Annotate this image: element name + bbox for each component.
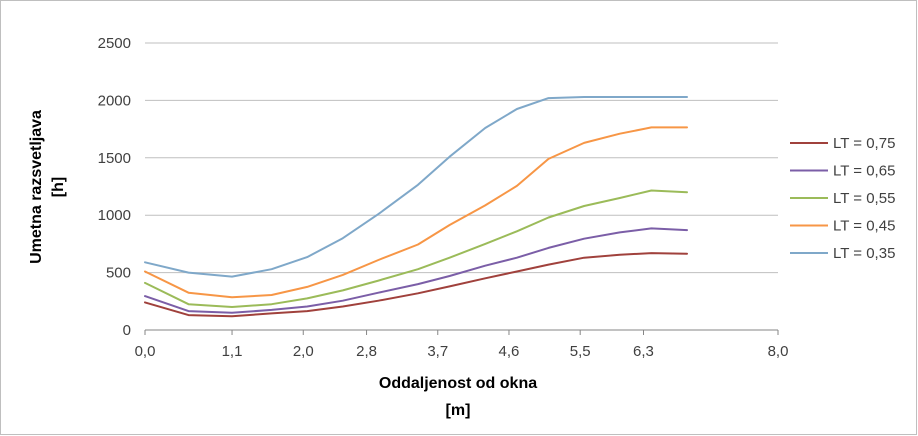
x-tick-label: 1,1 bbox=[222, 343, 243, 360]
series-line bbox=[144, 227, 688, 314]
series-line bbox=[144, 96, 688, 278]
series-lines bbox=[144, 96, 688, 318]
series-line bbox=[144, 126, 688, 299]
legend-label: LT = 0,65 bbox=[833, 163, 895, 180]
series-line bbox=[144, 252, 688, 318]
y-tick-label: 2500 bbox=[98, 35, 131, 52]
legend-label: LT = 0,45 bbox=[833, 218, 895, 235]
y-tick-label: 500 bbox=[106, 265, 131, 282]
x-axis-title-line2: [m] bbox=[446, 402, 471, 419]
y-tick-label: 1000 bbox=[98, 207, 131, 224]
x-tick-label: 5,5 bbox=[570, 343, 591, 360]
y-tick-labels: 0 500 1000 1500 2000 2500 bbox=[98, 35, 131, 339]
legend-label: LT = 0,75 bbox=[833, 135, 895, 152]
x-tick-label: 8,0 bbox=[768, 343, 789, 360]
y-axis-title-line1: Umetna razsvetljava bbox=[28, 110, 45, 264]
x-tick-label: 0,0 bbox=[135, 343, 156, 360]
x-tick-label: 2,8 bbox=[356, 343, 377, 360]
legend-label: LT = 0,35 bbox=[833, 245, 895, 262]
legend-label: LT = 0,55 bbox=[833, 190, 895, 207]
x-tick-label: 6,3 bbox=[633, 343, 654, 360]
x-tick-label: 4,6 bbox=[499, 343, 520, 360]
axes bbox=[144, 329, 779, 335]
series-line bbox=[144, 189, 688, 308]
legend: LT = 0,75 LT = 0,65 LT = 0,55 LT = 0,45 LT =… bbox=[790, 135, 895, 262]
y-tick-label: 2000 bbox=[98, 92, 131, 109]
y-axis-title-line2: [h] bbox=[50, 177, 67, 197]
x-tick-label: 2,0 bbox=[293, 343, 314, 360]
y-tick-label: 0 bbox=[123, 322, 131, 339]
x-tick-label: 3,7 bbox=[427, 343, 448, 360]
x-tick-labels: 0,0 1,1 2,0 2,8 3,7 4,6 5,5 6,3 8,0 bbox=[135, 343, 789, 360]
x-axis-title-line1: Oddaljenost od okna bbox=[379, 375, 537, 392]
y-tick-label: 1500 bbox=[98, 150, 131, 167]
gridlines bbox=[145, 42, 778, 274]
